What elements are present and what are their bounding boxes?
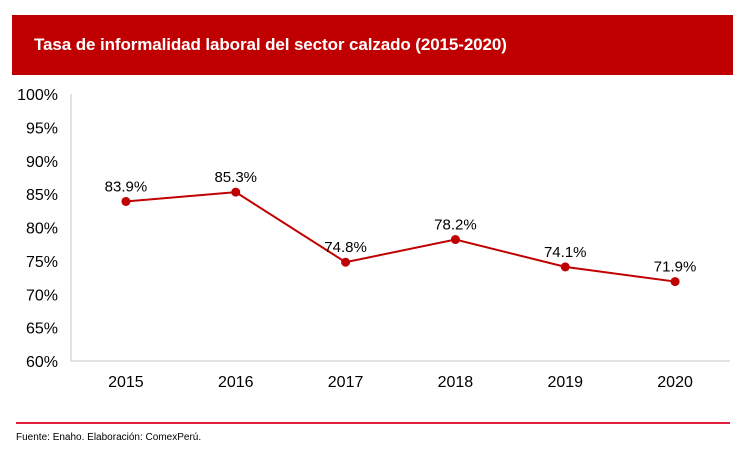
data-label: 74.8%: [324, 239, 367, 256]
x-tick-label: 2019: [547, 374, 583, 391]
y-tick-label: 65%: [26, 321, 58, 338]
x-tick-label: 2016: [218, 374, 254, 391]
data-label: 85.3%: [214, 169, 257, 186]
series-line: [125, 191, 676, 283]
x-tick-label: 2015: [108, 374, 144, 391]
y-tick-label: 60%: [26, 354, 58, 371]
y-tick-label: 80%: [26, 221, 58, 238]
data-label: 71.9%: [654, 259, 697, 276]
data-label: 83.9%: [105, 178, 148, 195]
data-label: 78.2%: [434, 217, 477, 234]
data-point: [121, 196, 131, 206]
data-point: [450, 235, 460, 245]
y-tick-label: 70%: [26, 287, 58, 304]
x-axis: 2015 2016 2017 2018 2019 2020: [71, 360, 730, 391]
data-point: [670, 277, 680, 287]
y-tick-label: 85%: [26, 187, 58, 204]
footer-separator: [16, 422, 730, 424]
y-tick-label: 90%: [26, 154, 58, 171]
y-tick-label: 95%: [26, 120, 58, 137]
y-axis: 60% 65% 70% 75% 80% 85% 90% 95% 100%: [17, 87, 72, 371]
y-tick-label: 75%: [26, 254, 58, 271]
x-tick-label: 2017: [328, 374, 364, 391]
x-tick-label: 2018: [438, 374, 474, 391]
data-label: 74.1%: [544, 244, 587, 261]
data-point: [231, 187, 241, 197]
series-line-group: 83.9% 85.3% 74.8% 78.2% 74.1% 71.9%: [105, 169, 697, 287]
data-point: [560, 262, 570, 272]
y-tick-label: 100%: [17, 87, 58, 104]
title-banner: Tasa de informalidad laboral del sector …: [12, 15, 733, 75]
source-note: Fuente: Enaho. Elaboración: ComexPerú.: [16, 432, 202, 443]
x-tick-label: 2020: [657, 374, 693, 391]
data-point: [341, 257, 351, 267]
chart-title: Tasa de informalidad laboral del sector …: [34, 35, 507, 54]
